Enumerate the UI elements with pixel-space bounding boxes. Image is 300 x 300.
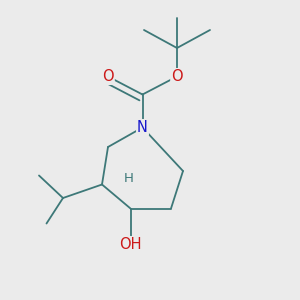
Text: OH: OH [119, 237, 142, 252]
Text: N: N [137, 120, 148, 135]
Text: O: O [171, 69, 183, 84]
Text: H: H [124, 172, 134, 185]
Text: O: O [102, 69, 114, 84]
